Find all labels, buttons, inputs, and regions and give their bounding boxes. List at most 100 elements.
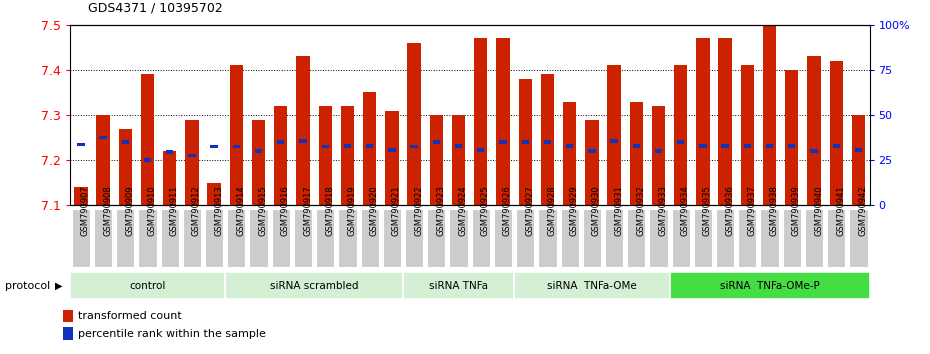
Bar: [230, 65, 243, 205]
Bar: [716, 209, 735, 267]
Bar: [740, 65, 754, 205]
Text: GSM790912: GSM790912: [192, 185, 201, 236]
Bar: [205, 209, 223, 267]
Bar: [763, 25, 777, 205]
Bar: [585, 120, 599, 205]
Bar: [694, 209, 712, 267]
Bar: [430, 115, 443, 205]
Text: siRNA  TNFa-OMe: siRNA TNFa-OMe: [547, 281, 637, 291]
Bar: [566, 144, 573, 148]
Text: GSM790913: GSM790913: [214, 185, 223, 236]
Bar: [540, 74, 554, 205]
Text: GSM790929: GSM790929: [569, 185, 578, 236]
Bar: [827, 209, 845, 267]
Bar: [207, 183, 220, 205]
Text: GSM790935: GSM790935: [703, 185, 712, 236]
Bar: [116, 209, 135, 267]
Bar: [722, 144, 729, 148]
Bar: [849, 209, 868, 267]
Bar: [807, 56, 820, 205]
Text: GSM790909: GSM790909: [126, 185, 134, 236]
Bar: [810, 149, 817, 153]
Bar: [100, 136, 107, 139]
Bar: [139, 209, 156, 267]
Text: GSM790928: GSM790928: [548, 185, 556, 236]
Bar: [852, 115, 865, 205]
Bar: [604, 209, 623, 267]
Bar: [185, 120, 199, 205]
Bar: [652, 106, 665, 205]
Text: GSM790919: GSM790919: [348, 185, 356, 236]
Bar: [274, 106, 287, 205]
Bar: [339, 209, 356, 267]
Bar: [783, 209, 801, 267]
Bar: [383, 209, 401, 267]
Text: GSM790923: GSM790923: [436, 185, 445, 236]
Bar: [630, 102, 643, 205]
Bar: [452, 115, 465, 205]
Bar: [249, 209, 268, 267]
Text: GSM790924: GSM790924: [458, 185, 468, 236]
Bar: [719, 38, 732, 205]
Bar: [297, 56, 310, 205]
Bar: [519, 79, 532, 205]
Bar: [627, 209, 645, 267]
Text: GSM790918: GSM790918: [326, 185, 334, 236]
Bar: [677, 140, 684, 144]
Bar: [410, 145, 418, 148]
Text: GSM790914: GSM790914: [236, 185, 246, 236]
Bar: [299, 139, 307, 143]
Text: GDS4371 / 10395702: GDS4371 / 10395702: [88, 1, 223, 14]
Bar: [477, 148, 485, 152]
Bar: [830, 61, 843, 205]
Bar: [188, 154, 195, 158]
Bar: [738, 209, 756, 267]
Bar: [588, 149, 595, 153]
Bar: [855, 148, 862, 152]
Text: GSM790934: GSM790934: [681, 185, 690, 236]
Text: control: control: [129, 281, 166, 291]
Bar: [403, 272, 514, 299]
Bar: [361, 209, 379, 267]
Bar: [632, 144, 640, 148]
Bar: [766, 144, 773, 148]
Bar: [699, 144, 707, 148]
Bar: [63, 310, 73, 322]
Text: GSM790925: GSM790925: [481, 185, 490, 236]
Bar: [497, 38, 510, 205]
Bar: [697, 38, 710, 205]
Bar: [432, 140, 440, 144]
Text: protocol: protocol: [5, 281, 50, 291]
Bar: [94, 209, 113, 267]
Text: GSM790922: GSM790922: [414, 185, 423, 236]
Text: GSM790910: GSM790910: [148, 185, 156, 236]
Text: GSM790942: GSM790942: [858, 185, 868, 236]
Text: GSM790926: GSM790926: [503, 185, 512, 236]
Text: GSM790938: GSM790938: [770, 185, 778, 236]
Text: GSM790915: GSM790915: [259, 185, 268, 236]
Bar: [671, 209, 690, 267]
Bar: [161, 209, 179, 267]
Bar: [119, 129, 132, 205]
Bar: [140, 74, 154, 205]
Bar: [649, 209, 668, 267]
Bar: [583, 209, 601, 267]
Text: GSM790921: GSM790921: [392, 185, 401, 236]
Text: GSM790907: GSM790907: [81, 185, 90, 236]
Bar: [316, 209, 335, 267]
Bar: [610, 139, 618, 143]
Bar: [538, 209, 556, 267]
Text: GSM790939: GSM790939: [791, 185, 801, 236]
Text: percentile rank within the sample: percentile rank within the sample: [78, 329, 266, 339]
Bar: [183, 209, 201, 267]
Bar: [72, 209, 90, 267]
Text: GSM790936: GSM790936: [725, 185, 734, 236]
Bar: [832, 144, 840, 148]
Bar: [563, 102, 577, 205]
Bar: [366, 144, 373, 148]
Bar: [277, 140, 285, 144]
Bar: [227, 209, 246, 267]
Text: GSM790941: GSM790941: [836, 185, 845, 236]
Bar: [225, 272, 403, 299]
Bar: [455, 144, 462, 148]
